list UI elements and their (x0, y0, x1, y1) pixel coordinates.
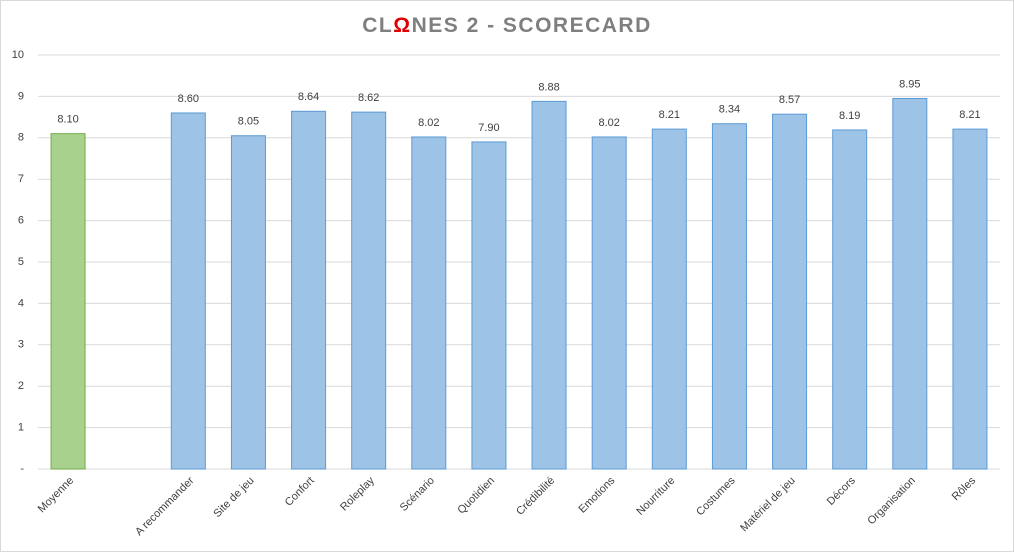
value-label: 8.05 (238, 116, 259, 128)
y-tick-label: - (20, 463, 24, 475)
y-tick-label: 9 (18, 90, 24, 102)
title-segment: CL (362, 14, 393, 37)
bar (50, 133, 86, 470)
y-tick-label: 5 (18, 256, 24, 268)
bar (892, 97, 928, 470)
chart-title: CLΩNES 2 - SCORECARD (362, 14, 652, 37)
y-tick-label: 4 (18, 297, 24, 309)
bar (952, 128, 988, 470)
y-tick-label: 7 (18, 173, 24, 185)
value-label: 8.62 (358, 92, 379, 104)
value-label: 8.34 (719, 104, 740, 116)
bar (711, 123, 747, 470)
bar (230, 135, 266, 470)
bar (471, 141, 507, 470)
bar (531, 100, 567, 470)
value-label: 8.64 (298, 91, 319, 103)
value-label: 8.21 (959, 109, 980, 121)
bar (170, 112, 206, 470)
value-label: 8.60 (178, 93, 199, 105)
bar (291, 110, 327, 470)
value-label: 8.10 (57, 114, 78, 126)
y-tick-label: 2 (18, 380, 24, 392)
value-label: 8.21 (659, 109, 680, 121)
value-label: 8.02 (418, 117, 439, 129)
value-label: 8.02 (598, 117, 619, 129)
value-label: 8.88 (538, 81, 559, 93)
title-segment: NES 2 - SCORECARD (412, 14, 652, 37)
bar (832, 129, 868, 470)
y-tick-label: 10 (12, 49, 24, 61)
y-tick-label: 6 (18, 215, 24, 227)
bar (591, 136, 627, 470)
value-label: 7.90 (478, 122, 499, 134)
bar (772, 113, 808, 470)
bar (351, 111, 387, 470)
bar (411, 136, 447, 470)
value-label: 8.95 (899, 78, 920, 90)
bar (651, 128, 687, 470)
value-label: 8.19 (839, 110, 860, 122)
value-label: 8.57 (779, 94, 800, 106)
y-tick-label: 1 (18, 422, 24, 434)
y-tick-label: 8 (18, 132, 24, 144)
title-segment: Ω (393, 14, 411, 37)
y-tick-label: 3 (18, 339, 24, 351)
